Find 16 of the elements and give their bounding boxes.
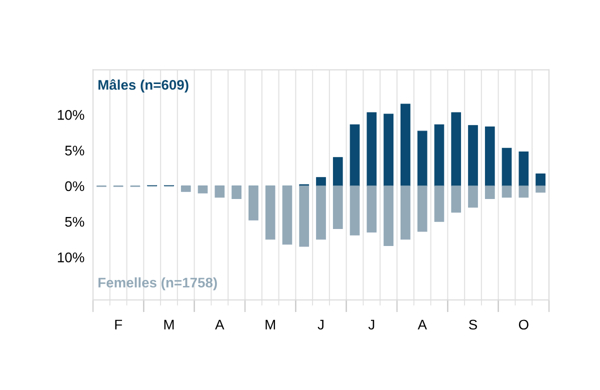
x-tick-label: O xyxy=(518,320,528,330)
text: Femelles (n=1758) xyxy=(98,277,217,290)
x-tick-label: J xyxy=(318,320,324,330)
y-tick-label: 10% xyxy=(58,252,84,262)
y-tick-label: 0% xyxy=(65,181,84,192)
x-tick-label: F xyxy=(115,320,122,330)
x-tick-label: A xyxy=(215,320,224,330)
x-tick-label: A xyxy=(418,320,427,330)
x-tick-label: M xyxy=(164,320,174,330)
y-tick-label: 5% xyxy=(65,146,84,156)
x-tick-label: J xyxy=(368,320,374,330)
x-tick-label: S xyxy=(469,320,477,330)
x-tick-label: M xyxy=(266,320,275,330)
y-tick-label: 5% xyxy=(65,216,84,227)
text: Mâles (n=609) xyxy=(98,79,188,93)
y-tick-label: 10% xyxy=(58,110,84,120)
